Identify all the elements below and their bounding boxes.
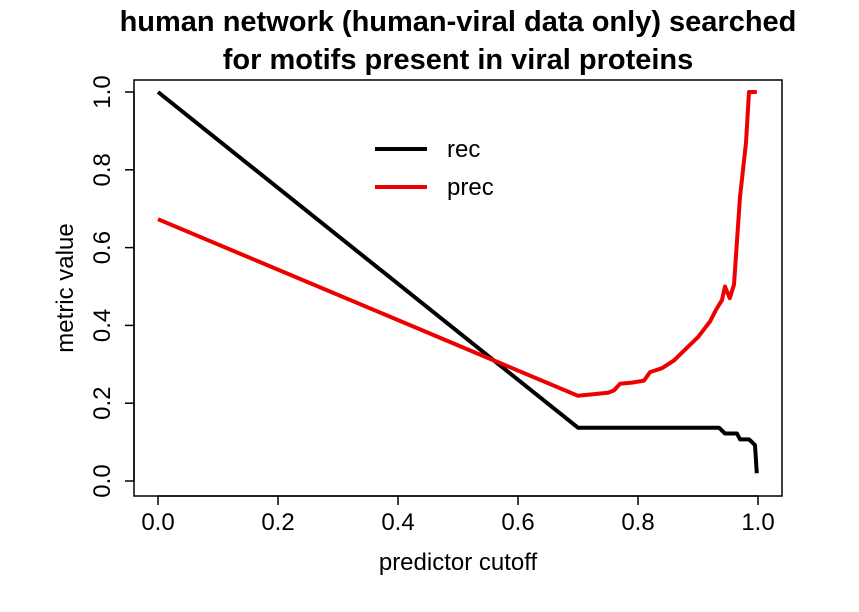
legend: rec prec <box>375 136 494 201</box>
y-tick-label: 0.4 <box>89 309 116 342</box>
x-tick-label: 0.6 <box>501 509 534 536</box>
chart-title-line-2: for motifs present in viral proteins <box>223 44 694 76</box>
x-tick-label: 1.0 <box>741 509 774 536</box>
y-axis: 0.0 0.2 0.4 0.6 0.8 1.0 <box>89 75 135 498</box>
x-tick-label: 0.8 <box>621 509 654 536</box>
y-tick-label: 1.0 <box>89 75 116 108</box>
x-tick-label: 0.2 <box>261 509 294 536</box>
x-tick-label: 0.4 <box>381 509 414 536</box>
legend-label-rec: rec <box>447 136 480 163</box>
y-axis-label: metric value <box>52 223 79 352</box>
x-axis: 0.0 0.2 0.4 0.6 0.8 1.0 <box>141 495 775 536</box>
series-line-rec <box>156 90 759 474</box>
series-line-prec <box>157 90 757 398</box>
y-tick-label: 0.6 <box>89 231 116 264</box>
y-tick-label: 0.0 <box>89 464 116 497</box>
y-tick-label: 0.2 <box>89 387 116 420</box>
x-axis-label: predictor cutoff <box>379 549 538 576</box>
chart-title-line-1: human network (human-viral data only) se… <box>120 6 797 38</box>
x-tick-label: 0.0 <box>141 509 174 536</box>
legend-label-prec: prec <box>447 174 494 201</box>
series-lines <box>156 90 759 474</box>
y-tick-label: 0.8 <box>89 153 116 186</box>
